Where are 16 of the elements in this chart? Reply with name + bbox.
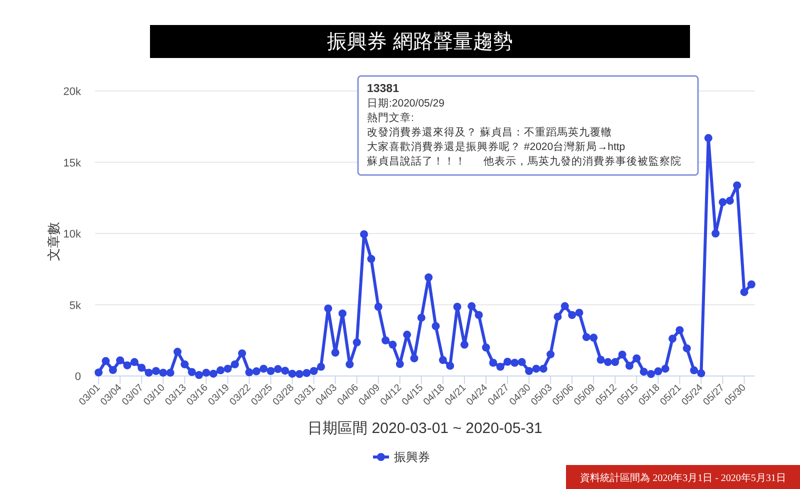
y-tick-label: 5k [69,300,82,312]
y-axis-title: 文章數 [46,222,61,261]
chart-title: 振興券 網路聲量趨勢 [327,31,513,53]
annotation: 13381 [367,83,400,95]
annotation: 大家喜歡消費券還是振興券呢？ #2020台灣新局→http [367,140,626,153]
legend-label: 振興券 [394,450,430,464]
annotation: 蘇貞昌說話了！！！ 他表示，馬英九發的消費券事後被監察院 [367,154,682,168]
y-tick-label: 0 [74,371,81,383]
annotation: 改發消費券還來得及？ 蘇貞昌：不重蹈馬英九覆轍 [367,126,612,138]
y-tick-label: 20k [63,86,82,98]
y-tick-label: 15k [63,157,82,170]
annotation: 熱門文章: [367,111,414,124]
text: 資料統計區間為 2020年3月1日 - 2020年5月31日 [580,472,786,484]
y-tick-label: 10k [63,228,82,240]
x-axis-title: 日期區間 2020-03-01 ~ 2020-05-31 [308,420,542,437]
annotation: 日期:2020/05/29 [367,98,445,110]
